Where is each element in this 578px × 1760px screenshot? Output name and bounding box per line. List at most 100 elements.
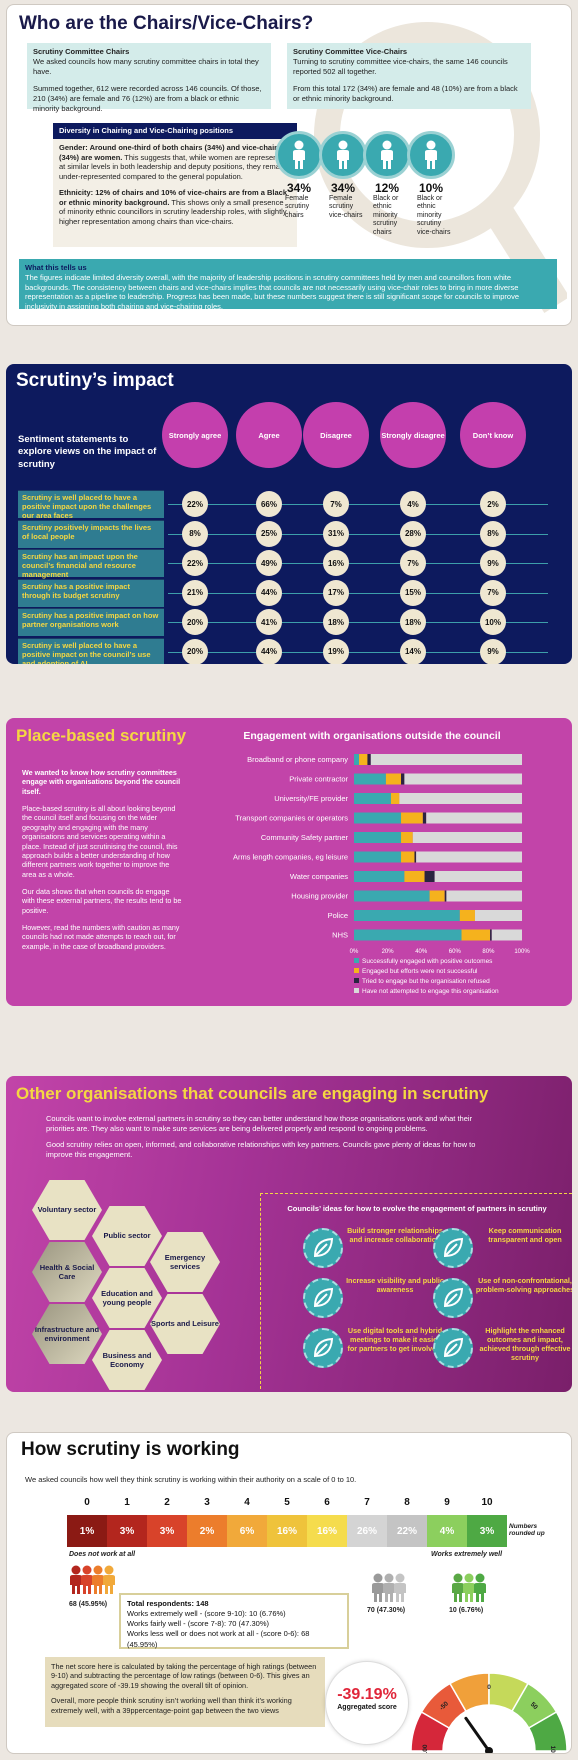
legend-swatch bbox=[354, 968, 359, 973]
bar-segment bbox=[354, 832, 402, 843]
sentiment-value: 2% bbox=[480, 491, 506, 517]
legend-swatch bbox=[354, 988, 359, 993]
scale-cell: 3% bbox=[147, 1515, 187, 1547]
impact-title: Scrutiny’s impact bbox=[16, 370, 174, 391]
person-icon bbox=[70, 1565, 82, 1594]
net-score-box: The net score here is calculated by taki… bbox=[45, 1657, 325, 1727]
sentiment-value: 9% bbox=[480, 550, 506, 576]
diversity-title: Diversity in Chairing and Vice-Chairing … bbox=[53, 123, 297, 139]
bar-segment bbox=[354, 871, 405, 882]
stat-card: 34% Female scrutiny chairs bbox=[275, 131, 323, 220]
sentiment-value: 21% bbox=[182, 579, 208, 606]
bar-segment bbox=[401, 812, 423, 824]
stat-circle bbox=[407, 131, 455, 179]
person-icon bbox=[425, 140, 437, 169]
stat-circle bbox=[275, 131, 323, 179]
sentiment-value: 28% bbox=[400, 520, 426, 547]
gender-text: This suggests that, while women are repr… bbox=[59, 152, 288, 182]
legend-swatch bbox=[354, 958, 359, 963]
aggregated-label: Aggregated score bbox=[337, 1704, 397, 1711]
bar-segment bbox=[399, 793, 522, 804]
scale-value: 16% bbox=[316, 1525, 337, 1537]
bar-segment bbox=[367, 754, 371, 765]
scale-cell: 26% bbox=[347, 1515, 387, 1547]
sentiment-value: 44% bbox=[256, 638, 282, 664]
category-label: Arms length companies, eg leisure bbox=[233, 853, 348, 862]
sentiment-value: 19% bbox=[323, 638, 349, 664]
x-tick-label: 60% bbox=[449, 949, 462, 955]
place-based-section: Place-based scrutiny We wanted to know h… bbox=[6, 718, 572, 1006]
scale-number: 6 bbox=[324, 1497, 330, 1508]
total-line-4: Works less well or does not work at all … bbox=[127, 1629, 310, 1649]
category-label: Broadband or phone company bbox=[247, 755, 348, 764]
place-text-3: Our data shows that when councils do eng… bbox=[22, 886, 182, 915]
stat-label: Black or ethnic minority scrutiny vice-c… bbox=[417, 195, 451, 236]
statement-label: Scrutiny is well placed to have a positi… bbox=[18, 490, 164, 520]
other-orgs-intro: Councils want to involve external partne… bbox=[46, 1114, 486, 1167]
bar-segment bbox=[390, 793, 400, 804]
category-label: Housing provider bbox=[291, 892, 348, 901]
bar-segment bbox=[354, 890, 430, 902]
idea-item: Highlight the enhanced outcomes and impa… bbox=[433, 1324, 572, 1376]
bar-segment bbox=[490, 929, 492, 941]
bar-segment bbox=[385, 773, 402, 785]
idea-text: Keep communication transparent and open bbox=[488, 1226, 562, 1244]
bar-segment bbox=[354, 793, 391, 804]
idea-text: Build stronger relationships and increas… bbox=[347, 1226, 443, 1244]
stat-label: Female scrutiny chairs bbox=[285, 195, 310, 219]
net-score-gauge: -100 -50 0 50 100 bbox=[410, 1672, 568, 1753]
column-header: Agree bbox=[236, 402, 302, 468]
bar-segment bbox=[354, 773, 386, 785]
stat-label: Black or ethnic minority scrutiny chairs bbox=[373, 195, 399, 236]
engagement-chart: Engagement with organisations outside th… bbox=[233, 730, 530, 995]
legend-label: Engaged but efforts were not successful bbox=[362, 968, 478, 975]
gauge-segment bbox=[527, 1710, 568, 1752]
leaf-icon bbox=[303, 1278, 343, 1318]
bar-segment bbox=[359, 754, 368, 765]
row-line bbox=[168, 622, 548, 623]
x-tick-label: 100% bbox=[514, 949, 530, 955]
gender-lead: Gender: bbox=[59, 142, 88, 152]
scale-cell: 4% bbox=[427, 1515, 467, 1547]
partner-hexagon: Voluntary sector bbox=[32, 1180, 102, 1240]
sentiment-value: 44% bbox=[256, 579, 282, 606]
column-header: Don’t know bbox=[460, 402, 526, 468]
person-icon bbox=[381, 140, 393, 169]
scale-value: 26% bbox=[356, 1525, 377, 1537]
low-label: Does not work at all bbox=[69, 1551, 136, 1558]
x-tick-label: 0% bbox=[350, 949, 359, 955]
ethnicity-lead: Ethnicity: 12% of chairs and 10% of vice… bbox=[59, 187, 288, 207]
place-text-1: We wanted to know how scrutiny committee… bbox=[22, 768, 181, 796]
how-working-subtitle: We asked councils how well they think sc… bbox=[25, 1475, 357, 1484]
x-tick-label: 40% bbox=[415, 949, 428, 955]
bar-segment bbox=[424, 871, 435, 882]
bar-segment bbox=[354, 929, 462, 941]
bar-segment bbox=[446, 890, 522, 902]
sentiment-value: 10% bbox=[480, 609, 506, 635]
ideas-title: Councils’ ideas for how to evolve the en… bbox=[287, 1204, 547, 1213]
net-text-2: Overall, more people think scrutiny isn’… bbox=[51, 1696, 292, 1715]
sentiment-value: 8% bbox=[480, 520, 506, 547]
stat-percent: 12% bbox=[374, 181, 400, 195]
statement-label: Scrutiny has an impact upon the council’… bbox=[18, 549, 164, 579]
row-line bbox=[168, 533, 548, 535]
sentiment-value: 9% bbox=[480, 638, 506, 664]
place-text-4: However, read the numbers with caution a… bbox=[22, 923, 180, 951]
sentiment-value: 8% bbox=[182, 520, 208, 547]
scale-value: 3% bbox=[119, 1525, 135, 1537]
vice-chairs-text-2: From this total 172 (34%) are female and… bbox=[293, 84, 518, 103]
bar-segment bbox=[429, 890, 445, 902]
bar-segment bbox=[422, 812, 427, 824]
vice-chairs-box: Scrutiny Committee Vice-Chairs Turning t… bbox=[287, 43, 531, 109]
bar-segment bbox=[426, 812, 522, 824]
idea-text: Use of non-confrontational, problem-solv… bbox=[475, 1276, 572, 1294]
rounded-note: Numbers rounded up bbox=[509, 1523, 545, 1537]
vice-chairs-title: Scrutiny Committee Vice-Chairs bbox=[293, 47, 408, 56]
scale-value: 22% bbox=[396, 1525, 417, 1537]
scale-cell: 6% bbox=[227, 1515, 267, 1547]
scale-number: 5 bbox=[284, 1497, 290, 1508]
sentiment-value: 25% bbox=[256, 520, 282, 547]
other-orgs-text-1: Councils want to involve external partne… bbox=[46, 1114, 473, 1134]
x-tick-label: 20% bbox=[382, 949, 395, 955]
sentiment-value: 15% bbox=[400, 579, 426, 606]
